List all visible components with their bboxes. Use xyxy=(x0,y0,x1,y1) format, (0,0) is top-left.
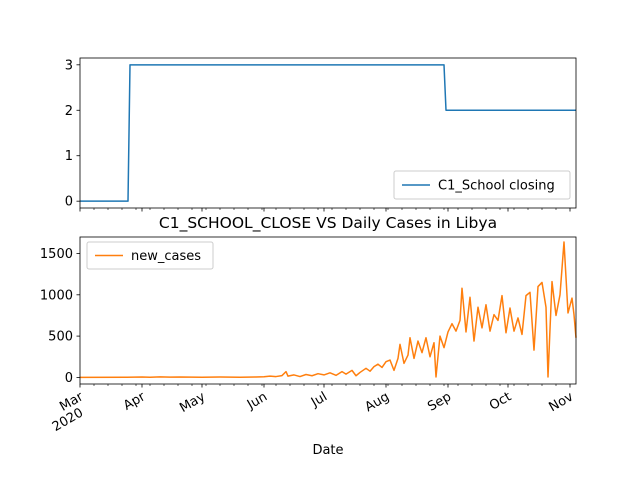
new-cases-series xyxy=(79,241,577,379)
y-tick-label: 0 xyxy=(65,371,73,386)
x-tick-label: Jul xyxy=(308,389,330,410)
bottom-y-axis: 0 500 1000 1500 xyxy=(40,247,80,386)
y-tick-label: 1 xyxy=(65,149,73,164)
x-axis-label: Date xyxy=(312,443,343,458)
y-tick-label: 500 xyxy=(48,330,73,345)
top-legend: C1_School closing xyxy=(393,170,571,200)
bottom-legend-label: new_cases xyxy=(131,249,201,264)
y-tick-label: 0 xyxy=(65,195,73,210)
y-tick-label: 3 xyxy=(65,58,73,73)
series-line-0 xyxy=(80,64,576,202)
y-tick-label: 2 xyxy=(65,104,73,119)
school-closing-series xyxy=(80,64,576,202)
bottom-legend-box xyxy=(86,241,214,270)
chart-title: C1_SCHOOL_CLOSE VS Daily Cases in Libya xyxy=(159,214,497,233)
top-legend-box xyxy=(393,170,571,200)
series-line-0 xyxy=(79,241,577,379)
y-tick-label: 1500 xyxy=(40,247,73,262)
top-x-ticks xyxy=(79,208,571,212)
y-tick-label: 1000 xyxy=(40,288,73,303)
bottom-plot-frame xyxy=(79,236,577,385)
school-closing-panel: 0 1 2 3 C1_School closing xyxy=(65,57,577,212)
top-legend-label: C1_School closing xyxy=(438,179,555,194)
top-y-axis: 0 1 2 3 xyxy=(65,58,80,210)
bottom-legend: new_cases xyxy=(86,241,214,270)
daily-cases-panel: C1_SCHOOL_CLOSE VS Daily Cases in Libya … xyxy=(40,214,577,458)
top-plot-frame xyxy=(79,57,577,209)
